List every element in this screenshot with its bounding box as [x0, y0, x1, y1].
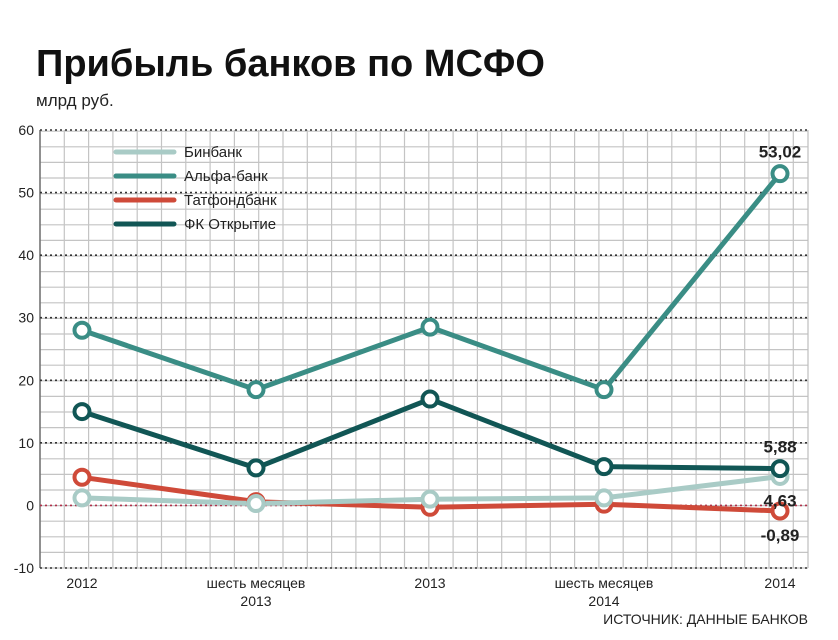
- data-label: -0,89: [761, 526, 800, 545]
- y-tick-label: 0: [26, 497, 34, 513]
- data-label: 53,02: [759, 143, 802, 162]
- data-label: 4,63: [763, 491, 796, 510]
- legend: Бинбанк Альфа-банк Татфондбанк ФК Открытие: [113, 144, 277, 233]
- legend-label: Татфондбанк: [184, 192, 277, 209]
- x-tick-label: 2012: [66, 575, 97, 591]
- data-point: [72, 320, 92, 340]
- legend-label: ФК Открытие: [184, 216, 276, 233]
- y-tick-label: 10: [18, 435, 34, 451]
- data-point: [770, 501, 790, 521]
- x-tick-label: 2013: [240, 593, 271, 609]
- x-tick-label: 2014: [588, 593, 619, 609]
- data-labels: 53,02 5,88 4,63 -0,89: [759, 143, 802, 545]
- x-tick-label: 2014: [764, 575, 795, 591]
- data-label: 5,88: [763, 438, 796, 457]
- source-note: ИСТОЧНИК: ДАННЫЕ БАНКОВ: [603, 611, 808, 627]
- x-tick-label: 2013: [414, 575, 445, 591]
- y-tick-label: 40: [18, 247, 34, 263]
- x-tick-label: шесть месяцев: [207, 575, 306, 591]
- y-tick-label: 50: [18, 185, 34, 201]
- legend-label: Альфа-банк: [184, 168, 268, 185]
- data-point: [72, 488, 92, 508]
- data-point: [72, 467, 92, 487]
- data-point: [594, 380, 614, 400]
- data-point: [594, 457, 614, 477]
- data-point: [420, 389, 440, 409]
- data-point: [770, 164, 790, 184]
- legend-label: Бинбанк: [184, 144, 242, 161]
- data-point: [594, 488, 614, 508]
- data-point: [246, 380, 266, 400]
- data-point: [420, 489, 440, 509]
- series-lines: [72, 164, 790, 521]
- data-point: [246, 494, 266, 514]
- x-axis-ticks: 2012 шесть месяцев 2013 2013 шесть месяцев 20…: [66, 575, 795, 609]
- y-tick-label: 60: [18, 122, 34, 138]
- y-tick-label: 30: [18, 310, 34, 326]
- data-point: [72, 402, 92, 422]
- y-tick-label: 20: [18, 372, 34, 388]
- x-tick-label: шесть месяцев: [555, 575, 654, 591]
- data-point: [770, 459, 790, 479]
- unit-label: млрд руб.: [36, 91, 114, 110]
- y-tick-label: -10: [14, 560, 34, 576]
- data-point: [420, 317, 440, 337]
- chart-title: Прибыль банков по МСФО: [36, 43, 545, 85]
- data-point: [246, 458, 266, 478]
